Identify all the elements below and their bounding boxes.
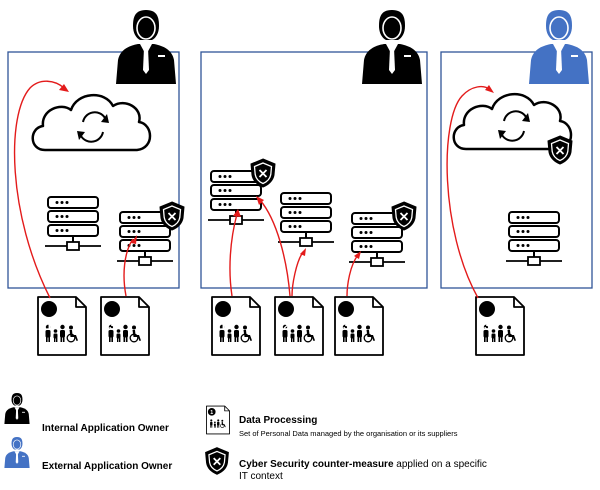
legend-cyber-label: Cyber Security counter-measure applied o…	[239, 459, 487, 470]
server-icon-left-1	[44, 196, 102, 251]
legend-internal-owner-icon	[4, 392, 30, 425]
data-processing-doc-left-1: 1	[37, 296, 87, 356]
data-processing-doc-mid-1: 1	[211, 296, 261, 356]
server-icon-mid-2	[277, 192, 335, 247]
legend-data-processing-icon: 1	[206, 405, 230, 435]
svg-text:1: 1	[220, 321, 226, 333]
internal-owner-icon-middle	[361, 9, 423, 85]
legend-external-owner-icon	[4, 436, 30, 469]
data-processing-doc-right-3: 3	[475, 296, 525, 356]
arrow-doc-mid-1-to-server-1	[229, 213, 238, 297]
legend-cyber-label-line2: IT context	[239, 471, 283, 482]
legend-data-processing-desc: Set of Personal Data managed by the orga…	[239, 429, 458, 438]
arrow-doc-mid-2-to-server-1	[259, 199, 291, 297]
context-frame-right	[440, 51, 593, 289]
shield-icon-mid-3	[391, 201, 417, 231]
cloud-icon-left	[31, 93, 152, 152]
svg-text:2: 2	[283, 321, 289, 333]
arrow-doc-mid-2-to-server-2	[291, 251, 304, 297]
arrow-doc-left-3-to-server	[123, 238, 134, 297]
data-processing-doc-mid-3: 3	[334, 296, 384, 356]
svg-text:3: 3	[484, 321, 490, 333]
internal-owner-icon-left	[115, 9, 177, 85]
legend-data-processing-title: Data Processing	[239, 415, 317, 426]
svg-text:1: 1	[210, 410, 213, 416]
data-processing-doc-mid-2: 2	[274, 296, 324, 356]
data-processing-doc-left-3: 3	[100, 296, 150, 356]
context-frame-left	[7, 51, 180, 289]
svg-text:1: 1	[46, 321, 52, 333]
legend-shield-icon	[204, 446, 230, 476]
external-owner-icon-right	[528, 9, 590, 85]
legend-internal-owner-label: Internal Application Owner	[42, 423, 169, 434]
svg-text:3: 3	[109, 321, 115, 333]
legend-external-owner-label: External Application Owner	[42, 461, 172, 472]
context-frame-middle	[200, 51, 428, 289]
shield-icon-cloud-right	[547, 135, 573, 165]
server-icon-right	[505, 211, 563, 266]
arrow-doc-left-1-to-cloud	[13, 80, 65, 299]
svg-text:3: 3	[343, 321, 349, 333]
arrow-doc-right-3-to-cloud	[446, 85, 491, 299]
arrow-doc-mid-3-to-server-3	[346, 254, 359, 297]
